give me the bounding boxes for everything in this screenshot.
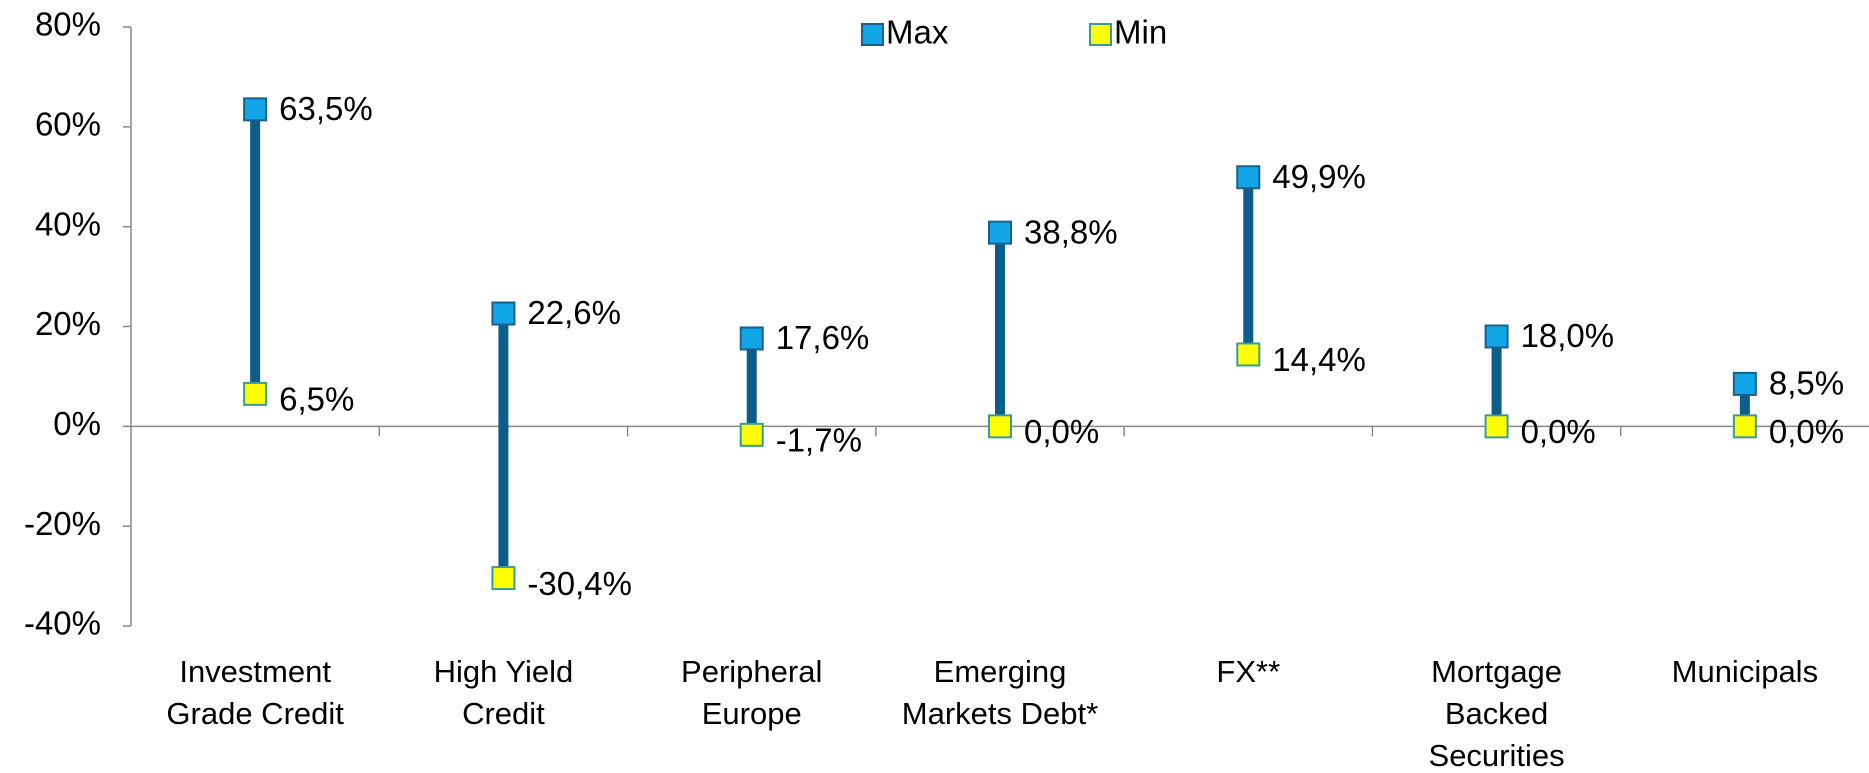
marker — [1732, 371, 1757, 396]
x-tick-label: Investment — [179, 654, 331, 689]
x-tick-label: Emerging — [934, 654, 1067, 689]
x-tick-label: Mortgage — [1431, 654, 1562, 689]
y-tick-label: -40% — [24, 605, 101, 642]
data-label: 14,4% — [1272, 341, 1366, 378]
data-label: 63,5% — [279, 90, 373, 127]
x-tick-label: Backed — [1445, 696, 1548, 731]
marker — [243, 97, 268, 122]
data-label: 0,0% — [1769, 413, 1844, 450]
data-label: 38,8% — [1024, 213, 1118, 250]
marker — [243, 381, 268, 406]
legend-swatch — [861, 23, 884, 46]
x-tick-label: Securities — [1429, 738, 1565, 773]
x-tick-label: Credit — [462, 696, 545, 731]
y-tick-label: -20% — [24, 505, 101, 542]
marker — [739, 326, 764, 351]
x-tick-label: Peripheral — [681, 654, 822, 689]
marker — [1236, 165, 1261, 190]
x-tick-label: FX** — [1216, 654, 1280, 689]
marker — [1484, 414, 1509, 439]
marker — [988, 414, 1012, 439]
data-label: 22,6% — [527, 294, 621, 331]
data-label: 6,5% — [279, 381, 354, 418]
y-tick-label: 60% — [35, 106, 101, 143]
marker — [1732, 414, 1757, 439]
data-label: 49,9% — [1272, 158, 1366, 195]
x-tick-label: Grade Credit — [166, 696, 344, 731]
marker — [1484, 324, 1509, 349]
x-tick-label: Europe — [702, 696, 802, 731]
y-tick-label: 40% — [35, 205, 101, 242]
marker — [491, 301, 516, 326]
legend-label: Max — [886, 14, 949, 51]
x-tick-label: Markets Debt* — [902, 696, 1098, 731]
y-tick-label: 20% — [35, 305, 101, 342]
data-label: -1,7% — [776, 422, 862, 459]
legend-label: Min — [1114, 14, 1167, 51]
y-tick-label: 80% — [35, 6, 101, 43]
data-label: 8,5% — [1769, 365, 1844, 402]
x-tick-label: High Yield — [434, 654, 574, 689]
marker — [1236, 342, 1261, 367]
x-tick-label: Municipals — [1672, 654, 1818, 689]
legend-swatch — [1089, 23, 1112, 46]
y-tick-label: 0% — [53, 405, 101, 442]
marker — [988, 220, 1012, 245]
data-label: -30,4% — [527, 565, 632, 602]
data-label: 18,0% — [1521, 317, 1615, 354]
data-label: 0,0% — [1024, 413, 1099, 450]
data-label: 0,0% — [1521, 413, 1596, 450]
marker — [739, 422, 764, 447]
marker — [491, 566, 516, 591]
data-label: 17,6% — [776, 319, 870, 356]
